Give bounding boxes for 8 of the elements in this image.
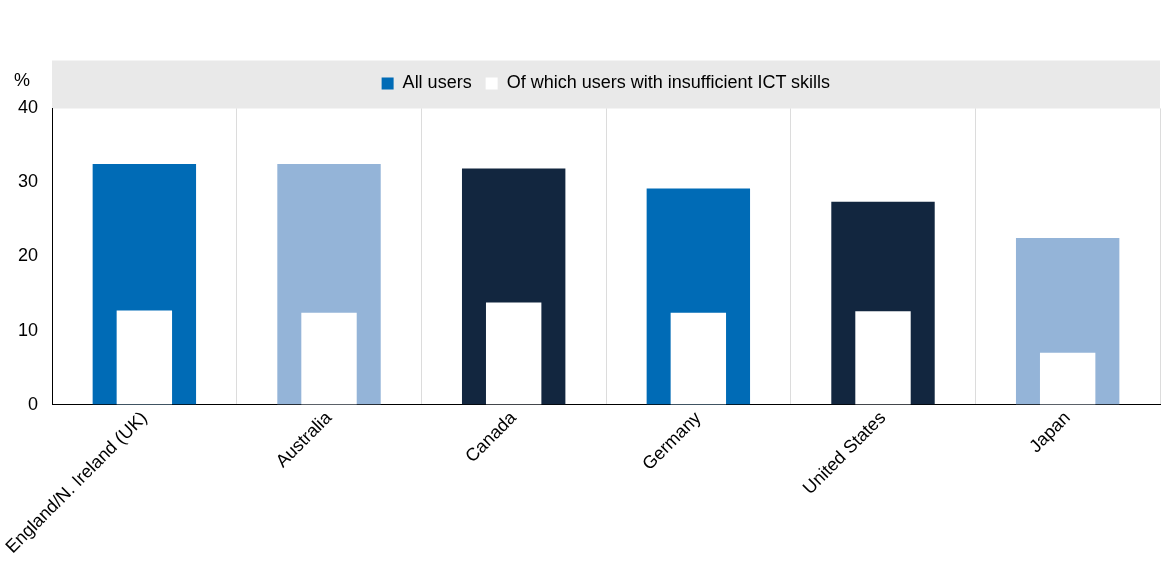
y-tick-label: 20 <box>17 245 39 266</box>
legend-label: All users <box>402 72 472 93</box>
y-tick-label: 30 <box>17 171 39 192</box>
y-tick-label: 40 <box>17 97 39 118</box>
y-tick-label: 0 <box>28 393 39 414</box>
y-tick-label: 10 <box>17 319 39 340</box>
y-axis-title: % <box>13 70 31 91</box>
legend-label: Of which users with insufficient ICT skills <box>506 72 831 93</box>
